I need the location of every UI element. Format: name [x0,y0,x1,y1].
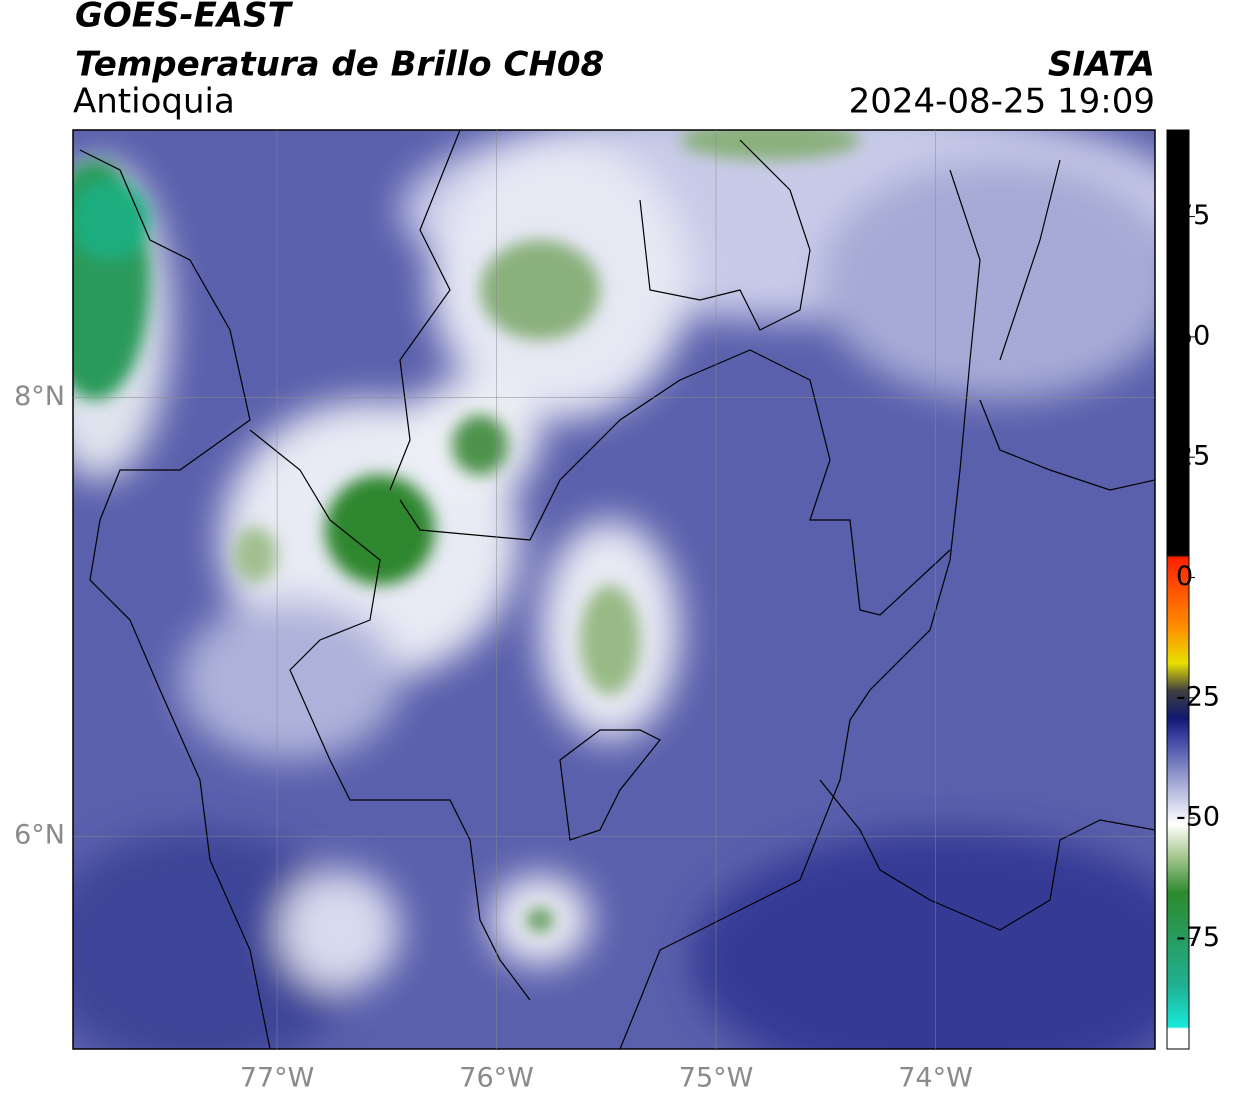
region: Antioquia [73,82,235,122]
lat-tick-label: 6°N [14,820,65,851]
title: GOES-EAST [75,0,294,36]
colorbar-tick-label: -75 [1176,922,1220,953]
lat-tick-label: 8°N [14,381,65,412]
colorbar-tick-label: -25 [1176,681,1220,712]
lon-tick-label: 74°W [898,1063,973,1094]
source: SIATA [1048,45,1155,85]
satellite-image [73,130,1155,1049]
lon-tick-label: 75°W [679,1063,754,1094]
colorbar-tick-label: 0 [1176,561,1193,592]
map-frame [72,129,1156,1050]
subtitle: Temperatura de Brillo CH08 [75,45,604,85]
colorbar-tick-label: 25 [1176,441,1210,472]
lon-tick-label: 77°W [240,1063,315,1094]
colorbar-tick-label: -50 [1176,802,1220,833]
datetime: 2024-08-25 19:09 [849,82,1155,122]
colorbar [1166,129,1190,1050]
colorbar-tick-label: 50 [1176,320,1210,351]
lon-tick-label: 76°W [459,1063,534,1094]
colorbar-tick-label: 75 [1176,200,1210,231]
